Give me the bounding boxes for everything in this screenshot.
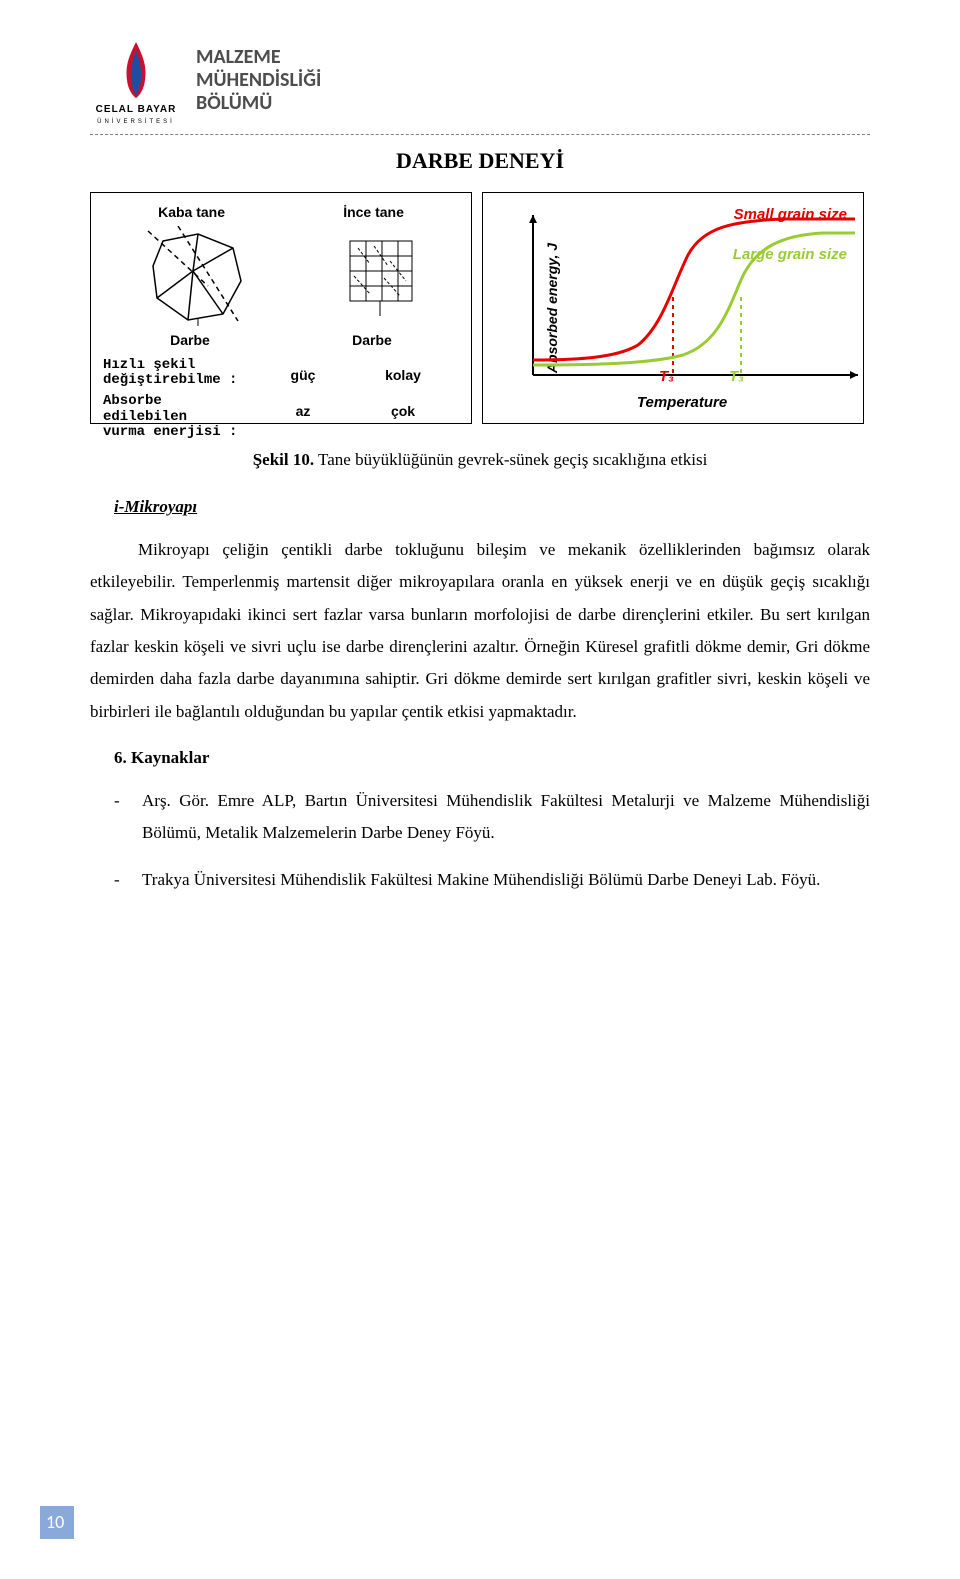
uni-name: CELAL BAYAR — [96, 102, 177, 118]
references-list: Arş. Gör. Emre ALP, Bartın Üniversitesi … — [114, 785, 870, 896]
figure-10: Kaba tane İnce tane — [90, 192, 870, 424]
reference-item: Arş. Gör. Emre ALP, Bartın Üniversitesi … — [114, 785, 870, 850]
property-table: Hızlı şekil değiştirebilme : güç kolay A… — [99, 358, 463, 441]
prop-row2-val1: az — [253, 394, 353, 440]
reference-item: Trakya Üniversitesi Mühendislik Fakültes… — [114, 864, 870, 896]
coarse-grain-diagram — [143, 226, 253, 335]
page: CELAL BAYAR ÜNİVERSİTESİ MALZEME MÜHENDİ… — [0, 0, 960, 1579]
uni-subtitle: ÜNİVERSİTESİ — [97, 118, 175, 128]
caption-text: Tane büyüklüğünün gevrek-sünek geçiş sıc… — [314, 450, 707, 469]
caption-bold: Şekil 10. — [253, 450, 314, 469]
flame-logo-icon — [113, 40, 159, 100]
references-heading: 6. Kaynaklar — [114, 744, 870, 771]
t1-tick-label: T₃ — [659, 365, 674, 389]
header-separator — [90, 134, 870, 135]
x-axis-label: Temperature — [637, 391, 727, 415]
grain-header-row: Kaba tane İnce tane — [99, 201, 463, 223]
fine-grain-diagram — [340, 236, 420, 325]
figure-right-panel: Absorbed energy, J Small grain size Larg… — [482, 192, 864, 424]
grain-diagrams — [99, 225, 463, 335]
prop-row1-label: Hızlı şekil değiştirebilme : — [103, 358, 253, 389]
body-paragraph: Mikroyapı çeliğin çentikli darbe tokluğu… — [90, 534, 870, 728]
t2-tick-label: T₃ — [729, 365, 744, 389]
subsection-heading: i-Mikroyapı — [114, 493, 870, 520]
dept-line-1: MALZEME — [196, 46, 321, 69]
page-header: CELAL BAYAR ÜNİVERSİTESİ MALZEME MÜHENDİ… — [90, 40, 870, 128]
dept-line-2: MÜHENDİSLİĞİ — [196, 69, 321, 92]
transition-chart: Absorbed energy, J Small grain size Larg… — [489, 199, 857, 417]
series-small-grain — [533, 219, 855, 360]
prop-row1-val2: kolay — [353, 358, 453, 389]
chart-svg — [523, 205, 863, 405]
series1-label: Small grain size — [734, 203, 847, 227]
department-title: MALZEME MÜHENDİSLİĞİ BÖLÜMÜ — [196, 40, 321, 115]
prop-row2-label: Absorbe edilebilen vurma enerjisi : — [103, 394, 253, 440]
university-logo-block: CELAL BAYAR ÜNİVERSİTESİ — [90, 40, 182, 128]
prop-row2-val2: çok — [353, 394, 453, 440]
dept-line-3: BÖLÜMÜ — [196, 92, 321, 115]
fine-grain-label: İnce tane — [343, 201, 404, 223]
prop-row1-val1: güç — [253, 358, 353, 389]
page-number: 10 — [40, 1506, 74, 1539]
document-title: DARBE DENEYİ — [90, 143, 870, 178]
figure-caption: Şekil 10. Tane büyüklüğünün gevrek-sünek… — [90, 446, 870, 473]
series2-label: Large grain size — [733, 243, 847, 267]
darbe-label-2: Darbe — [352, 329, 392, 351]
figure-left-panel: Kaba tane İnce tane — [90, 192, 472, 424]
darbe-label-1: Darbe — [170, 329, 210, 351]
coarse-grain-label: Kaba tane — [158, 201, 225, 223]
